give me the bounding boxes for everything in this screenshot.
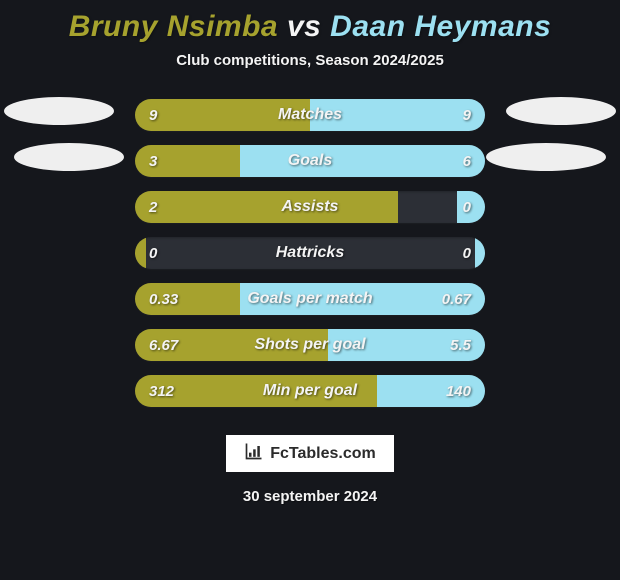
stats-rows: 99Matches 36Goals 20Assists 0 0Hattricks 0.33…: [0, 99, 620, 407]
bar-right-fill: [310, 99, 485, 131]
stat-row: 0.330.67Goals per match: [0, 283, 620, 315]
brand-text: FcTables.com: [270, 445, 376, 463]
bar-right-fill: [240, 145, 485, 177]
bar-left-fill: [135, 329, 328, 361]
bar-left-fill: [135, 375, 377, 407]
stat-row: 312140Min per goal: [0, 375, 620, 407]
stat-row: 0 0Hattricks: [0, 237, 620, 269]
subtitle: Club competitions, Season 2024/2025: [176, 52, 444, 69]
stat-bar: 6.675.5Shots per goal: [135, 329, 485, 361]
bar-right-fill: [328, 329, 486, 361]
stat-value-left: 0: [149, 237, 157, 269]
title-player2: Daan Heymans: [330, 10, 551, 43]
stat-row: 36Goals: [0, 145, 620, 177]
chart-icon: [244, 441, 264, 466]
stat-bar: 0 0Hattricks: [135, 237, 485, 269]
stat-bar: 36Goals: [135, 145, 485, 177]
stat-bar: 20Assists: [135, 191, 485, 223]
comparison-infographic: Bruny Nsimba vs Daan Heymans Club compet…: [0, 0, 620, 580]
date: 30 september 2024: [243, 488, 377, 505]
bar-left-fill: [135, 283, 240, 315]
bar-right-fill: [457, 191, 485, 223]
bar-left-fill: [135, 99, 310, 131]
title-vs: vs: [287, 10, 321, 43]
stat-bar: 0.330.67Goals per match: [135, 283, 485, 315]
bar-left-fill: [135, 145, 240, 177]
title-player1: Bruny Nsimba: [69, 10, 278, 43]
stat-row: 6.675.5Shots per goal: [0, 329, 620, 361]
brand-box: FcTables.com: [224, 433, 396, 474]
bar-right-fill: [377, 375, 486, 407]
bar-left-fill: [135, 191, 398, 223]
stat-row: 99Matches: [0, 99, 620, 131]
title: Bruny Nsimba vs Daan Heymans: [69, 10, 552, 44]
stat-bar: 99Matches: [135, 99, 485, 131]
stat-row: 20Assists: [0, 191, 620, 223]
bar-left-fill: [135, 237, 146, 269]
bar-right-fill: [475, 237, 486, 269]
stat-bar: 312140Min per goal: [135, 375, 485, 407]
bar-right-fill: [240, 283, 485, 315]
stat-value-right: 0: [463, 237, 471, 269]
stat-label: Hattricks: [135, 237, 485, 269]
